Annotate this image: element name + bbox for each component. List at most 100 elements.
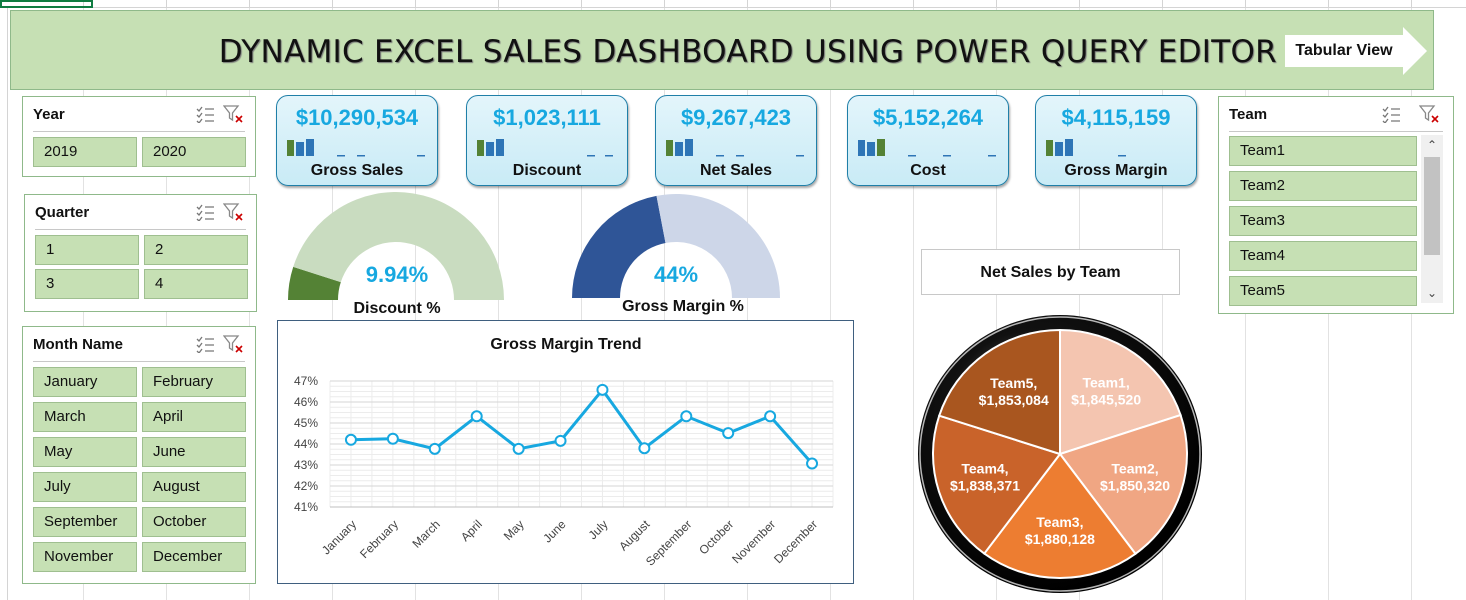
pie-slice-team4: [932, 414, 1062, 555]
row-header-strip: [0, 8, 8, 600]
discount-gauge-fill: [288, 266, 341, 300]
kpi-sparkline: [1046, 139, 1126, 157]
quarter-1-button[interactable]: 1: [35, 235, 139, 265]
discount-gauge-track: [293, 192, 504, 300]
data-point: [386, 432, 399, 445]
slicer-header: Team: [1229, 97, 1443, 132]
tabular-view-button[interactable]: Tabular View: [1277, 27, 1427, 75]
y-tick-label: 43%: [294, 458, 318, 472]
data-point: [428, 442, 441, 455]
team3-button[interactable]: Team3: [1229, 206, 1417, 236]
month-march-button[interactable]: March: [33, 402, 137, 432]
month-april-button[interactable]: April: [142, 402, 246, 432]
team5-button[interactable]: Team5: [1229, 276, 1417, 306]
tabular-view-label: Tabular View: [1295, 42, 1393, 59]
x-tick-label: May: [501, 517, 527, 543]
chart-grid: [329, 380, 834, 508]
data-point: [554, 434, 567, 447]
pie-data-label: Team4, $1,838,371: [950, 460, 1020, 493]
scroll-up-icon[interactable]: ⌃: [1426, 138, 1438, 152]
year-2020-button[interactable]: 2020: [142, 137, 246, 167]
slicer-header: Quarter: [35, 195, 246, 230]
month-october-button[interactable]: October: [142, 507, 246, 537]
line-chart-canvas: Gross Margin Trend 41% 42% 43% 44% 45% 46% 47%…: [294, 336, 834, 569]
gross-margin-gauge: [572, 194, 780, 298]
quarter-3-button[interactable]: 3: [35, 269, 139, 299]
month-september-button[interactable]: September: [33, 507, 137, 537]
quarter-slicer: Quarter 1 2 3 4: [24, 194, 257, 312]
kpi-gross-sales: $10,290,534 Gross Sales: [276, 95, 438, 186]
quarter-4-button[interactable]: 4: [144, 269, 248, 299]
x-tick-label: February: [357, 517, 401, 561]
margin-gauge-track: [656, 194, 780, 298]
slicer-title: Year: [33, 106, 65, 123]
selected-cell[interactable]: [0, 0, 93, 8]
pie-slice-team2: [1058, 413, 1188, 556]
multi-select-icon[interactable]: [195, 203, 215, 221]
pie-slice-team1: [1059, 328, 1182, 456]
y-tick-label: 46%: [294, 395, 318, 409]
dashboard-title: DYNAMIC EXCEL SALES DASHBOARD USING POWE…: [218, 34, 1277, 70]
month-november-button[interactable]: November: [33, 542, 137, 572]
chart-title: Gross Margin Trend: [490, 336, 641, 353]
pie-data-label: Team1, $1,845,520: [1071, 375, 1141, 408]
y-tick-label: 45%: [294, 416, 318, 430]
x-tick-label: January: [319, 517, 359, 557]
team1-button[interactable]: Team1: [1229, 136, 1417, 166]
month-august-button[interactable]: August: [142, 472, 246, 502]
kpi-sparkline: [858, 139, 996, 157]
gross-margin-trend-chart: Gross Margin Trend 41% 42% 43% 44% 45% 46% 47%…: [277, 320, 854, 584]
data-point: [764, 410, 777, 423]
month-june-button[interactable]: June: [142, 437, 246, 467]
multi-select-icon[interactable]: [195, 335, 215, 353]
slicer-header: Year: [33, 97, 245, 132]
kpi-sparkline: [287, 139, 425, 157]
kpi-discount: $1,023,111 Discount: [466, 95, 628, 186]
x-tick-label: August: [616, 517, 653, 554]
scrollbar-thumb[interactable]: [1424, 157, 1440, 255]
data-point: [806, 457, 819, 470]
x-tick-label: October: [696, 517, 736, 557]
team2-button[interactable]: Team2: [1229, 171, 1417, 201]
clear-filter-icon[interactable]: [223, 203, 243, 221]
clear-filter-icon[interactable]: [1419, 105, 1439, 123]
kpi-sparkline: [477, 139, 613, 157]
quarter-2-button[interactable]: 2: [144, 235, 248, 265]
month-january-button[interactable]: January: [33, 367, 137, 397]
data-point: [470, 410, 483, 423]
gross-margin-series-line: [350, 387, 814, 465]
slicer-title: Team: [1229, 106, 1268, 123]
data-point: [722, 427, 735, 440]
dashboard-banner: DYNAMIC EXCEL SALES DASHBOARD USING POWE…: [10, 10, 1434, 90]
month-july-button[interactable]: July: [33, 472, 137, 502]
clear-filter-icon[interactable]: [223, 335, 243, 353]
kpi-value: $4,115,159: [1061, 105, 1171, 130]
team4-button[interactable]: Team4: [1229, 241, 1417, 271]
kpi-net-sales: $9,267,423 Net Sales: [655, 95, 817, 186]
x-tick-label: June: [540, 517, 569, 546]
kpi-label: Gross Sales: [310, 162, 404, 179]
margin-gauge-fill: [572, 195, 666, 298]
kpi-value: $5,152,264: [872, 105, 984, 130]
multi-select-icon[interactable]: [1381, 105, 1401, 123]
team-slicer-scrollbar[interactable]: ⌃ ⌄: [1421, 135, 1443, 303]
kpi-value: $9,267,423: [680, 105, 792, 130]
month-february-button[interactable]: February: [142, 367, 246, 397]
month-may-button[interactable]: May: [33, 437, 137, 467]
discount-gauge-label: Discount %: [353, 300, 441, 317]
pie-data-label: Team2, $1,850,320: [1100, 460, 1170, 493]
multi-select-icon[interactable]: [195, 105, 215, 123]
year-2019-button[interactable]: 2019: [33, 137, 137, 167]
y-tick-label: 42%: [294, 479, 318, 493]
x-tick-label: September: [643, 517, 694, 568]
clear-filter-icon[interactable]: [223, 105, 243, 123]
arrow-right-icon: [1285, 27, 1427, 75]
x-tick-label: July: [586, 517, 611, 542]
data-point: [512, 442, 525, 455]
scroll-down-icon[interactable]: ⌄: [1426, 286, 1438, 300]
kpi-sparkline: [666, 139, 804, 157]
month-december-button[interactable]: December: [142, 542, 246, 572]
x-tick-label: March: [409, 517, 442, 550]
kpi-label: Cost: [910, 162, 946, 179]
